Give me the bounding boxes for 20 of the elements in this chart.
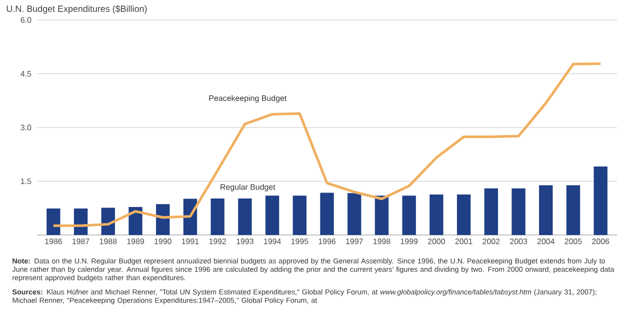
bar [238, 198, 252, 235]
bar [374, 196, 389, 235]
bar [265, 196, 280, 235]
bar [320, 192, 334, 235]
bar [539, 185, 553, 235]
bar [292, 196, 306, 235]
chart-title: U.N. Budget Expenditures ($Billion) [6, 5, 147, 14]
bar [512, 188, 526, 235]
bar [484, 188, 498, 235]
bar [128, 207, 142, 235]
line-series [52, 62, 602, 227]
bar [430, 194, 444, 235]
bar [348, 193, 362, 235]
bar [566, 185, 580, 235]
bar [156, 204, 170, 235]
bar [456, 194, 471, 235]
bar [210, 198, 224, 235]
bar [46, 208, 60, 235]
bar [402, 196, 416, 235]
bar [594, 166, 608, 235]
